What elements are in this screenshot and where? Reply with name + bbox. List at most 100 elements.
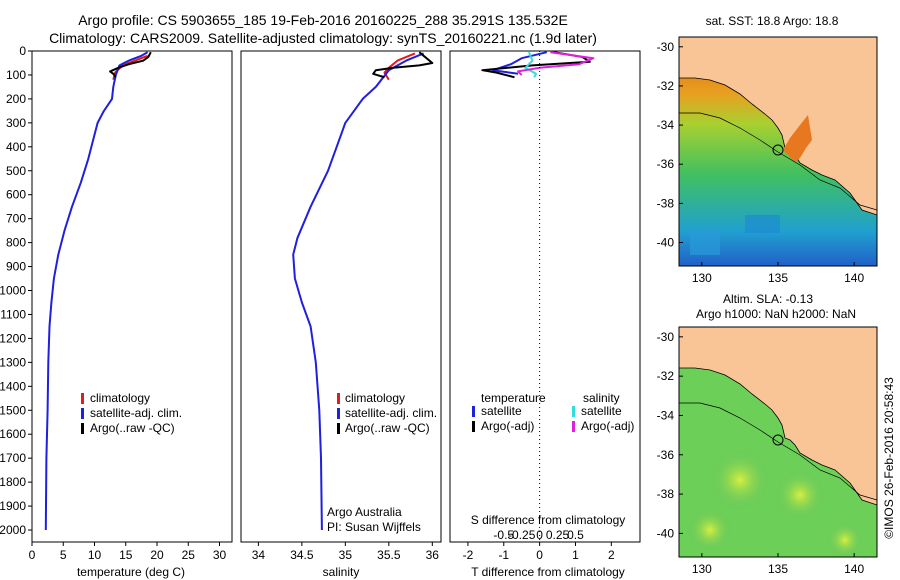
s-tick-label: 0.25	[546, 528, 570, 542]
legend-header-temperature: temperature	[481, 391, 546, 405]
map-axis-ticks: 130 135 140 -30 -32 -34 -36 -38 -40 130 135 140 -30 -…	[657, 40, 865, 576]
map-x-tick-label: 135	[768, 562, 788, 576]
series-line-argo-raw-qc	[372, 51, 434, 79]
y-tick-label: 0	[19, 44, 26, 58]
sst-gulf	[783, 115, 812, 162]
salinity-panel-frame	[240, 50, 442, 543]
y-tick-label: 1900	[0, 499, 26, 513]
map-x-tick-label: 130	[692, 271, 712, 285]
y-tick-label: 1300	[0, 355, 26, 369]
legend-label-climatology: climatology	[90, 391, 150, 405]
legend-label-s-argo: Argo(-adj)	[581, 419, 634, 433]
legend-swatch-satellite	[81, 408, 84, 419]
map-x-tick-label: 140	[844, 271, 864, 285]
series-line-argo-raw-qc	[109, 51, 152, 78]
sst-map	[678, 36, 878, 267]
x-tick-label: 2	[608, 548, 615, 562]
y-tick-label: 1700	[0, 451, 26, 465]
map-x-tick-label: 135	[768, 271, 788, 285]
y-tick-label: 400	[6, 140, 26, 154]
difference-plot: -2 -1 0 1 2 -0.5-0.25 0 0.250.5	[463, 51, 615, 562]
s-tick-label: 0	[536, 528, 543, 542]
map-y-tick-label: -38	[657, 487, 675, 501]
map-y-tick-label: -40	[657, 236, 675, 250]
map-y-tick-label: -40	[657, 526, 675, 540]
y-tick-label: 1200	[0, 331, 26, 345]
salinity-xlabel: salinity	[323, 565, 360, 579]
y-tick-label: 1100	[0, 307, 26, 321]
y-tick-label: 500	[6, 164, 26, 178]
salinity-plot: 34 34.5 35 35.5 36	[252, 51, 439, 562]
figure-title: Argo profile: CS 5903655_185 19-Feb-2016…	[78, 12, 568, 28]
legend-swatch-s-argo	[572, 421, 575, 432]
x-tick-label: 5	[60, 548, 67, 562]
sla-anomaly-blob	[710, 450, 770, 510]
credit-org: Argo Australia	[327, 505, 402, 519]
legend-header-salinity: salinity	[583, 391, 620, 405]
salinity-legend: climatology satellite-adj. clim. Argo(..…	[337, 391, 437, 435]
sla-argo-marker	[772, 434, 784, 446]
x-tick-label: 35	[339, 548, 353, 562]
series-line-s-satellite	[524, 51, 537, 78]
difference-xlabel: T difference from climatology	[471, 565, 625, 579]
y-tick-label: 300	[6, 116, 26, 130]
x-tick-label: 34.5	[290, 548, 314, 562]
difference-panel-frame	[449, 50, 641, 543]
sla-map-title-2: Argo h1000: NaN h2000: NaN	[696, 307, 856, 321]
y-tick-label: 200	[6, 92, 26, 106]
x-tick-label: 15	[119, 548, 133, 562]
map-y-tick-label: -34	[657, 118, 675, 132]
s-tick-label: 0.5	[567, 528, 584, 542]
x-tick-label: -2	[463, 548, 474, 562]
legend-swatch-argo	[81, 423, 84, 434]
legend-label-argo: Argo(..raw -QC)	[345, 421, 430, 435]
map-y-tick-label: -30	[657, 40, 675, 54]
legend-label-t-argo: Argo(-adj)	[481, 419, 534, 433]
legend-label-satellite: satellite-adj. clim.	[90, 406, 182, 420]
sla-anomaly-blob	[775, 470, 825, 520]
map-y-tick-label: -36	[657, 157, 675, 171]
figure-subtitle: Climatology: CARS2009. Satellite-adjuste…	[49, 30, 597, 46]
sla-isobath	[679, 402, 878, 501]
legend-label-climatology: climatology	[345, 391, 405, 405]
sla-anomaly-blob	[688, 508, 732, 552]
x-tick-label: 1	[572, 548, 579, 562]
sst-argo-marker	[772, 144, 784, 156]
y-tick-label: 1400	[0, 379, 26, 393]
temperature-xlabel: temperature (deg C)	[77, 565, 185, 579]
sla-map-title-1: Altim. SLA: -0.13	[723, 292, 813, 306]
temperature-panel-frame	[31, 50, 233, 543]
y-tick-label: 1500	[0, 403, 26, 417]
s-tick-label: -0.5	[493, 528, 514, 542]
map-y-tick-label: -32	[657, 79, 675, 93]
y-tick-label: 100	[6, 68, 26, 82]
y-tick-label: 2000	[0, 523, 26, 537]
y-tick-label: 600	[6, 188, 26, 202]
legend-label-satellite: satellite-adj. clim.	[345, 406, 437, 420]
x-tick-label: 0	[536, 548, 543, 562]
sst-isobath	[679, 112, 878, 211]
y-tick-label: 1600	[0, 427, 26, 441]
side-credit: ©IMOS 26-Feb-2016 20:58:43	[882, 377, 896, 539]
legend-label-argo: Argo(..raw -QC)	[90, 421, 175, 435]
y-tick-label: 1800	[0, 475, 26, 489]
x-tick-label: 35.5	[377, 548, 401, 562]
x-tick-label: 10	[88, 548, 102, 562]
legend-swatch-climatology	[337, 393, 340, 404]
legend-label-s-satellite: satellite	[581, 404, 622, 418]
sla-map	[678, 326, 878, 558]
y-tick-label: 800	[6, 236, 26, 250]
legend-label-t-satellite: satellite	[481, 404, 522, 418]
sst-cold-patch	[745, 215, 780, 233]
y-tick-label: 1000	[0, 284, 26, 298]
temperature-legend: climatology satellite-adj. clim. Argo(..…	[81, 391, 182, 435]
legend-swatch-satellite	[337, 408, 340, 419]
x-tick-label: 30	[213, 548, 227, 562]
series-line-s-argo-adj	[517, 51, 595, 76]
map-y-tick-label: -38	[657, 196, 675, 210]
s-difference-label: S difference from climatology	[471, 513, 626, 527]
map-x-tick-label: 140	[844, 562, 864, 576]
s-tick-label: -0.25	[508, 528, 536, 542]
series-line-satellite-adj-clim	[44, 51, 149, 531]
